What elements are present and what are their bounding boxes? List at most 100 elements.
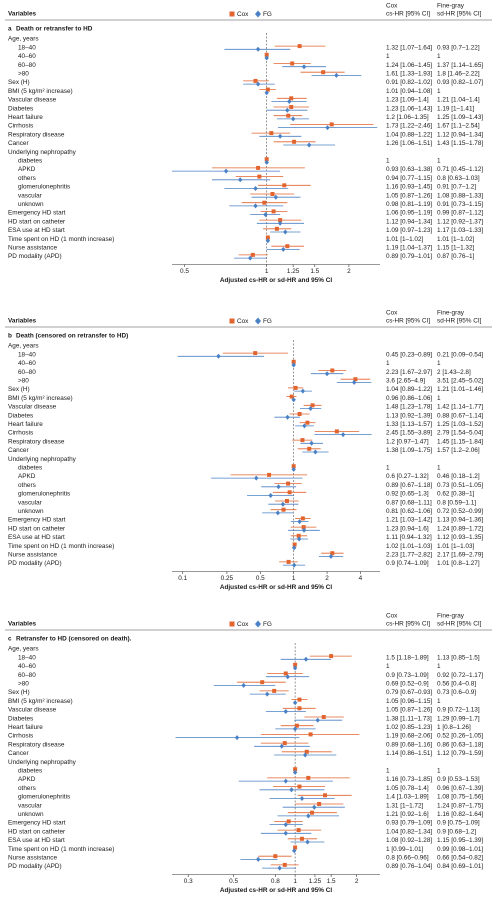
value-label: 0.8 [0.63–1.03] bbox=[437, 175, 480, 182]
row-label: Cirrhosis bbox=[8, 430, 33, 437]
row-label: diabetes bbox=[18, 464, 42, 471]
row-label: 40–60 bbox=[18, 53, 36, 60]
value-label: 1.2 [0.97–1.47] bbox=[386, 438, 429, 445]
point-estimate bbox=[287, 99, 292, 104]
row-label: Diabetes bbox=[8, 412, 33, 419]
value-label: 1.12 [0.93–1.35] bbox=[437, 534, 483, 541]
value-label: 1.17 [1.03–1.33] bbox=[437, 227, 483, 234]
row-label: 60–80 bbox=[18, 62, 36, 69]
value-label: 1 bbox=[386, 53, 390, 60]
point-estimate bbox=[301, 527, 307, 533]
value-label: 0.91 [0.7–1.2] bbox=[437, 184, 476, 191]
point-estimate bbox=[353, 377, 358, 382]
value-label: 1.24 [0.87–1.75] bbox=[437, 802, 483, 809]
row-label: 40–60 bbox=[18, 360, 36, 367]
point-estimate bbox=[315, 717, 320, 723]
value-label: 1.11 [0.94–1.32] bbox=[386, 534, 432, 541]
row-label: APKD bbox=[18, 473, 36, 480]
panel-label: c bbox=[8, 636, 12, 643]
value-label: 0.93 [0.79–1.09] bbox=[386, 820, 432, 827]
row-label: Nurse assistance bbox=[8, 854, 57, 861]
point-estimate bbox=[292, 700, 298, 706]
x-tick-label: 0.25 bbox=[221, 575, 234, 582]
value-label: 1.15 [0.95–1.39] bbox=[437, 837, 483, 844]
row-label: ESA use at HD start bbox=[8, 837, 65, 844]
row-label: Cirrhosis bbox=[8, 733, 33, 740]
value-label: 2.23 [1.67–2.97] bbox=[386, 369, 432, 376]
point-estimate bbox=[291, 362, 296, 368]
point-estimate bbox=[280, 501, 286, 507]
point-estimate bbox=[256, 165, 261, 170]
point-estimate bbox=[290, 61, 295, 66]
point-estimate bbox=[253, 351, 258, 356]
point-estimate bbox=[329, 122, 334, 127]
point-estimate bbox=[292, 542, 297, 547]
panel-title: Death (censored on retransfer to HD) bbox=[16, 333, 128, 340]
row-label: diabetes bbox=[18, 767, 42, 774]
row-label: >80 bbox=[18, 680, 29, 687]
point-estimate bbox=[285, 244, 290, 249]
value-label: 1.08 [0.75–1.56] bbox=[437, 794, 483, 801]
row-label: unknown bbox=[18, 811, 44, 818]
value-label: 0.62 [0.38–1] bbox=[437, 491, 475, 498]
point-estimate bbox=[256, 856, 261, 862]
legend-marker bbox=[229, 318, 235, 324]
row-label: Emergency HD start bbox=[8, 210, 66, 217]
point-estimate bbox=[277, 865, 282, 871]
value-label: 1.05 [0.87–1.26] bbox=[386, 707, 432, 714]
value-label: 1.09 [0.97–1.23] bbox=[386, 227, 432, 234]
value-label: 0.71 [0.45–1.12] bbox=[437, 166, 483, 173]
point-estimate bbox=[254, 475, 259, 481]
point-estimate bbox=[291, 359, 296, 364]
row-label: Age, years bbox=[8, 343, 39, 350]
point-estimate bbox=[238, 177, 243, 183]
row-label: HD start on catheter bbox=[8, 218, 66, 225]
x-tick-label: 0.5 bbox=[180, 268, 189, 275]
point-estimate bbox=[289, 96, 294, 101]
value-label: 1 [0.8–1.26] bbox=[437, 724, 471, 731]
row-label: Sex (H) bbox=[8, 689, 30, 696]
value-label: 1.16 [0.82–1.64] bbox=[437, 811, 483, 818]
value-label: 1.25 [1.09–1.43] bbox=[437, 114, 483, 121]
value-label: 1.02 [0.85–1.23] bbox=[386, 724, 432, 731]
value-label: 0.73 [0.51–1.05] bbox=[437, 482, 483, 489]
value-label: 0.79 [0.67–0.93] bbox=[386, 689, 432, 696]
value-label: 0.89 [0.76–1.04] bbox=[386, 863, 432, 870]
row-label: Vascular disease bbox=[8, 707, 57, 714]
value-label: 1.21 [1.01–1.46] bbox=[437, 386, 483, 393]
row-label: glomerulonephritis bbox=[18, 184, 70, 191]
legend-label: Cox bbox=[237, 11, 249, 18]
value-label: 2.23 [1.77–2.82] bbox=[386, 551, 432, 558]
row-label: HD start on catheter bbox=[8, 828, 66, 835]
value-label: 0.9 [0.75–1.09] bbox=[437, 820, 480, 827]
point-estimate bbox=[255, 46, 261, 52]
value-label: 1.01 [0.94–1.08] bbox=[386, 88, 432, 95]
point-estimate bbox=[297, 412, 302, 416]
row-label: Age, years bbox=[8, 646, 39, 653]
point-estimate bbox=[257, 174, 262, 179]
point-estimate bbox=[305, 420, 310, 425]
column-title: Fine-gray bbox=[437, 613, 465, 620]
row-label: Heart failure bbox=[8, 421, 43, 428]
row-label: ESA use at HD start bbox=[8, 534, 65, 541]
value-label: 1.19 [0.68–2.06] bbox=[386, 733, 432, 740]
point-estimate bbox=[253, 78, 258, 83]
value-label: 1.61 [1.33–1.93] bbox=[386, 70, 432, 77]
x-tick-label: 0.3 bbox=[184, 878, 193, 885]
point-estimate bbox=[292, 848, 297, 854]
point-estimate bbox=[301, 525, 306, 530]
row-label: Age, years bbox=[8, 36, 39, 43]
legend-marker bbox=[255, 317, 261, 325]
point-estimate bbox=[340, 432, 346, 438]
point-estimate bbox=[271, 209, 276, 214]
point-estimate bbox=[223, 168, 229, 174]
value-label: 1.23 [1.09–1.4] bbox=[386, 97, 429, 104]
value-label: 2.17 [1.69–2.79] bbox=[437, 551, 483, 558]
point-estimate bbox=[297, 706, 302, 711]
value-label: 0.56 [0.4–0.8] bbox=[437, 680, 476, 687]
point-estimate bbox=[334, 72, 339, 78]
value-label: 1 bbox=[437, 464, 441, 471]
value-label: 0.66 [0.54–0.82] bbox=[437, 854, 483, 861]
value-label: 0.9 [0.68–1.2] bbox=[437, 828, 476, 835]
column-subtitle: sd-HR [95% CI] bbox=[437, 621, 482, 628]
